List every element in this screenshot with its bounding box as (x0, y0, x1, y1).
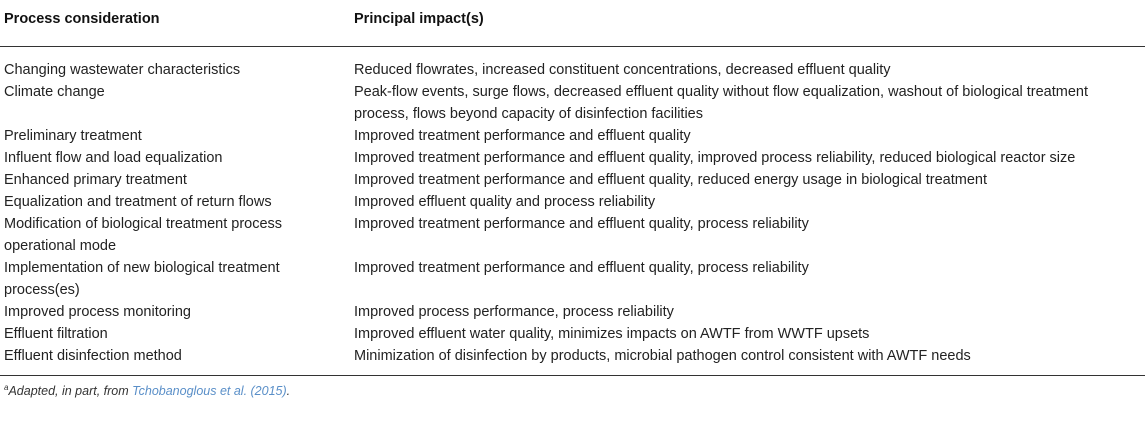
cell-impact: Improved treatment performance and efflu… (354, 260, 809, 276)
table-row: Effluent disinfection method Minimizatio… (0, 345, 1145, 376)
cell-consideration: Effluent disinfection method (0, 345, 349, 376)
cell-consideration: Improved process monitoring (4, 304, 191, 320)
cell-consideration: Climate change (4, 84, 105, 100)
cell-consideration: Influent flow and load equalization (4, 150, 223, 166)
table-header-row: Process consideration Principal impact(s… (0, 0, 1145, 47)
table-row: Improved process monitoring Improved pro… (0, 301, 1145, 323)
cell-consideration: Effluent filtration (4, 326, 108, 342)
cell-impact: Improved effluent water quality, minimiz… (354, 326, 870, 342)
cell-consideration: Preliminary treatment (4, 128, 142, 144)
table-row: Changing wastewater characteristics Redu… (0, 47, 1145, 82)
table-row: Influent flow and load equalization Impr… (0, 147, 1145, 169)
footnote-end: . (286, 384, 291, 398)
cell-impact: Improved treatment performance and efflu… (354, 216, 809, 232)
table-row: Enhanced primary treatment Improved trea… (0, 169, 1145, 191)
footnote-reference-link[interactable]: Tchobanoglous et al. (2015) (132, 384, 287, 398)
table-row: Effluent filtration Improved effluent wa… (0, 323, 1145, 345)
table-row: Preliminary treatment Improved treatment… (0, 125, 1145, 147)
table-row: Equalization and treatment of return flo… (0, 191, 1145, 213)
table-row: Implementation of new biological treatme… (0, 257, 1145, 301)
cell-impact: Improved treatment performance and efflu… (354, 128, 691, 144)
cell-impact: Reduced flowrates, increased constituent… (354, 62, 891, 78)
cell-consideration: Modification of biological treatment pro… (4, 216, 283, 254)
cell-consideration: Enhanced primary treatment (4, 172, 187, 188)
table-footnote: aAdapted, in part, from Tchobanoglous et… (0, 376, 1145, 398)
process-impact-table-container: Process consideration Principal impact(s… (0, 0, 1145, 398)
cell-consideration: Changing wastewater characteristics (4, 62, 241, 78)
cell-consideration: Equalization and treatment of return flo… (4, 194, 272, 210)
table-row: Climate change Peak-flow events, surge f… (0, 81, 1145, 125)
cell-impact: Improved treatment performance and efflu… (354, 172, 988, 188)
cell-impact: Improved treatment performance and efflu… (354, 150, 1076, 166)
footnote-text: Adapted, in part, from (8, 384, 133, 398)
cell-consideration: Implementation of new biological treatme… (4, 260, 280, 298)
header-process-consideration: Process consideration (0, 0, 349, 47)
cell-impact: Improved process performance, process re… (354, 304, 674, 320)
cell-impact: Peak-flow events, surge flows, decreased… (354, 84, 1089, 122)
footnote-marker: a (4, 382, 9, 392)
table-row: Modification of biological treatment pro… (0, 213, 1145, 257)
header-principal-impacts: Principal impact(s) (349, 0, 1145, 47)
process-impact-table: Process consideration Principal impact(s… (0, 0, 1145, 376)
cell-impact: Improved effluent quality and process re… (354, 194, 656, 210)
cell-impact: Minimization of disinfection by products… (349, 345, 1145, 376)
